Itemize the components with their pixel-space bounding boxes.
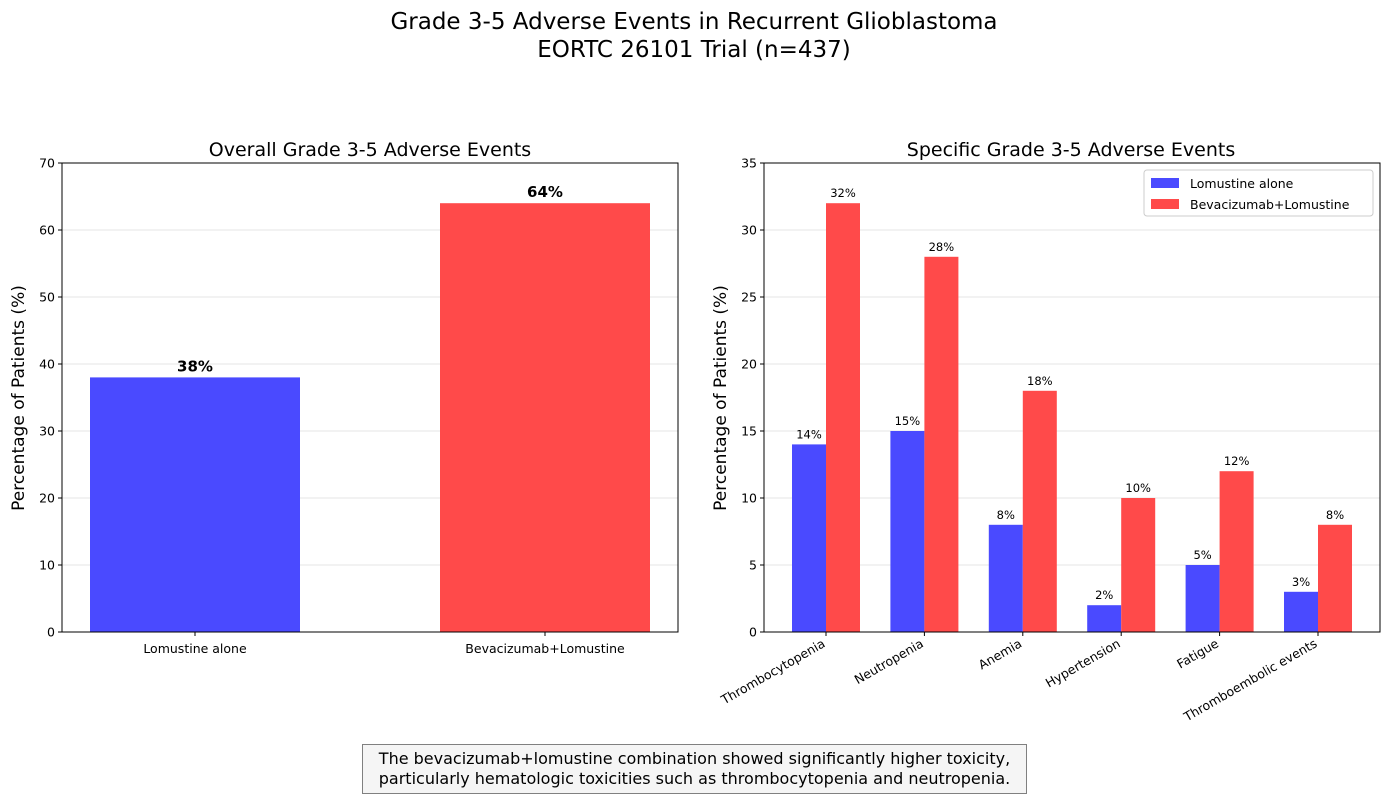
specific-bar — [1121, 498, 1156, 632]
overall-ytick-label: 0 — [47, 625, 55, 640]
specific-bar — [1219, 471, 1254, 632]
specific-data-label: 8% — [997, 508, 1015, 522]
overall-ytick-label: 70 — [39, 156, 55, 171]
caption-line2: particularly hematologic toxicities such… — [378, 769, 1011, 788]
overall-xtick-label: Lomustine alone — [143, 641, 247, 656]
overall-y-axis-label: Percentage of Patients (%) — [9, 285, 29, 511]
specific-ytick-label: 15 — [741, 424, 757, 439]
legend-swatch — [1151, 178, 1179, 188]
specific-data-label: 28% — [929, 240, 955, 254]
specific-plot-frame — [763, 162, 1381, 633]
specific-bar — [924, 256, 959, 632]
specific-xtick-label: Hypertension — [1043, 636, 1123, 691]
overall-ytick-label: 30 — [39, 424, 55, 439]
specific-ytick-label: 10 — [741, 491, 757, 506]
overall-ae-chart: Overall Grade 3-5 Adverse Events Percent… — [9, 139, 679, 656]
specific-ytick-label: 0 — [749, 625, 757, 640]
specific-xtick-label: Fatigue — [1174, 635, 1221, 671]
overall-ytick-label: 10 — [39, 558, 55, 573]
specific-y-axis-label: Percentage of Patients (%) — [711, 285, 731, 511]
legend-label: Lomustine alone — [1190, 176, 1294, 191]
specific-data-label: 14% — [796, 427, 822, 441]
specific-xtick-label: Thrombocytopenia — [718, 636, 828, 708]
specific-data-label: 18% — [1027, 374, 1053, 388]
specific-ytick-label: 35 — [741, 156, 757, 171]
overall-data-label: 64% — [527, 183, 563, 201]
overall-ytick-label: 40 — [39, 357, 55, 372]
legend-swatch — [1151, 199, 1179, 209]
specific-ae-chart: Specific Grade 3-5 Adverse Events Percen… — [711, 139, 1381, 725]
overall-ytick-label: 20 — [39, 491, 55, 506]
specific-ytick-label: 5 — [749, 558, 757, 573]
overall-xtick-label: Bevacizumab+Lomustine — [465, 641, 625, 656]
specific-chart-title: Specific Grade 3-5 Adverse Events — [907, 139, 1235, 161]
overall-chart-title: Overall Grade 3-5 Adverse Events — [209, 139, 531, 161]
specific-ytick-label: 20 — [741, 357, 757, 372]
legend-label: Bevacizumab+Lomustine — [1190, 197, 1350, 212]
overall-plot-frame — [61, 162, 679, 633]
overall-ytick-label: 60 — [39, 223, 55, 238]
caption-line1: The bevacizumab+lomustine combination sh… — [378, 749, 1011, 768]
specific-bar — [1185, 565, 1220, 632]
overall-data-label: 38% — [177, 357, 213, 375]
figure-title-line1: Grade 3-5 Adverse Events in Recurrent Gl… — [390, 9, 997, 35]
specific-bar — [826, 203, 860, 632]
specific-legend: Lomustine alone Bevacizumab+Lomustine — [1143, 169, 1374, 217]
overall-bar — [440, 203, 650, 632]
specific-bar — [1022, 390, 1057, 632]
specific-data-label: 15% — [895, 414, 921, 428]
specific-ytick-label: 30 — [741, 223, 757, 238]
figure-title-line2: EORTC 26101 Trial (n=437) — [537, 37, 851, 63]
overall-ytick-label: 50 — [39, 290, 55, 305]
specific-ytick-label: 25 — [741, 290, 757, 305]
overall-bar — [90, 377, 300, 632]
specific-xtick-label: Anemia — [976, 636, 1025, 673]
specific-bar — [1087, 605, 1122, 632]
specific-bar — [988, 524, 1023, 632]
specific-bar — [792, 444, 826, 632]
specific-data-label: 3% — [1292, 575, 1310, 589]
specific-data-label: 2% — [1095, 588, 1113, 602]
specific-data-label: 10% — [1125, 481, 1151, 495]
specific-bar — [890, 431, 925, 632]
specific-bar — [1318, 524, 1352, 632]
summary-caption: The bevacizumab+lomustine combination sh… — [362, 744, 1027, 794]
specific-xtick-label: Neutropenia — [852, 636, 926, 688]
specific-data-label: 12% — [1224, 454, 1250, 468]
specific-bar — [1284, 591, 1318, 632]
specific-data-label: 8% — [1326, 508, 1344, 522]
legend-frame — [1143, 169, 1374, 217]
specific-data-label: 32% — [830, 186, 856, 200]
specific-data-label: 5% — [1193, 548, 1211, 562]
